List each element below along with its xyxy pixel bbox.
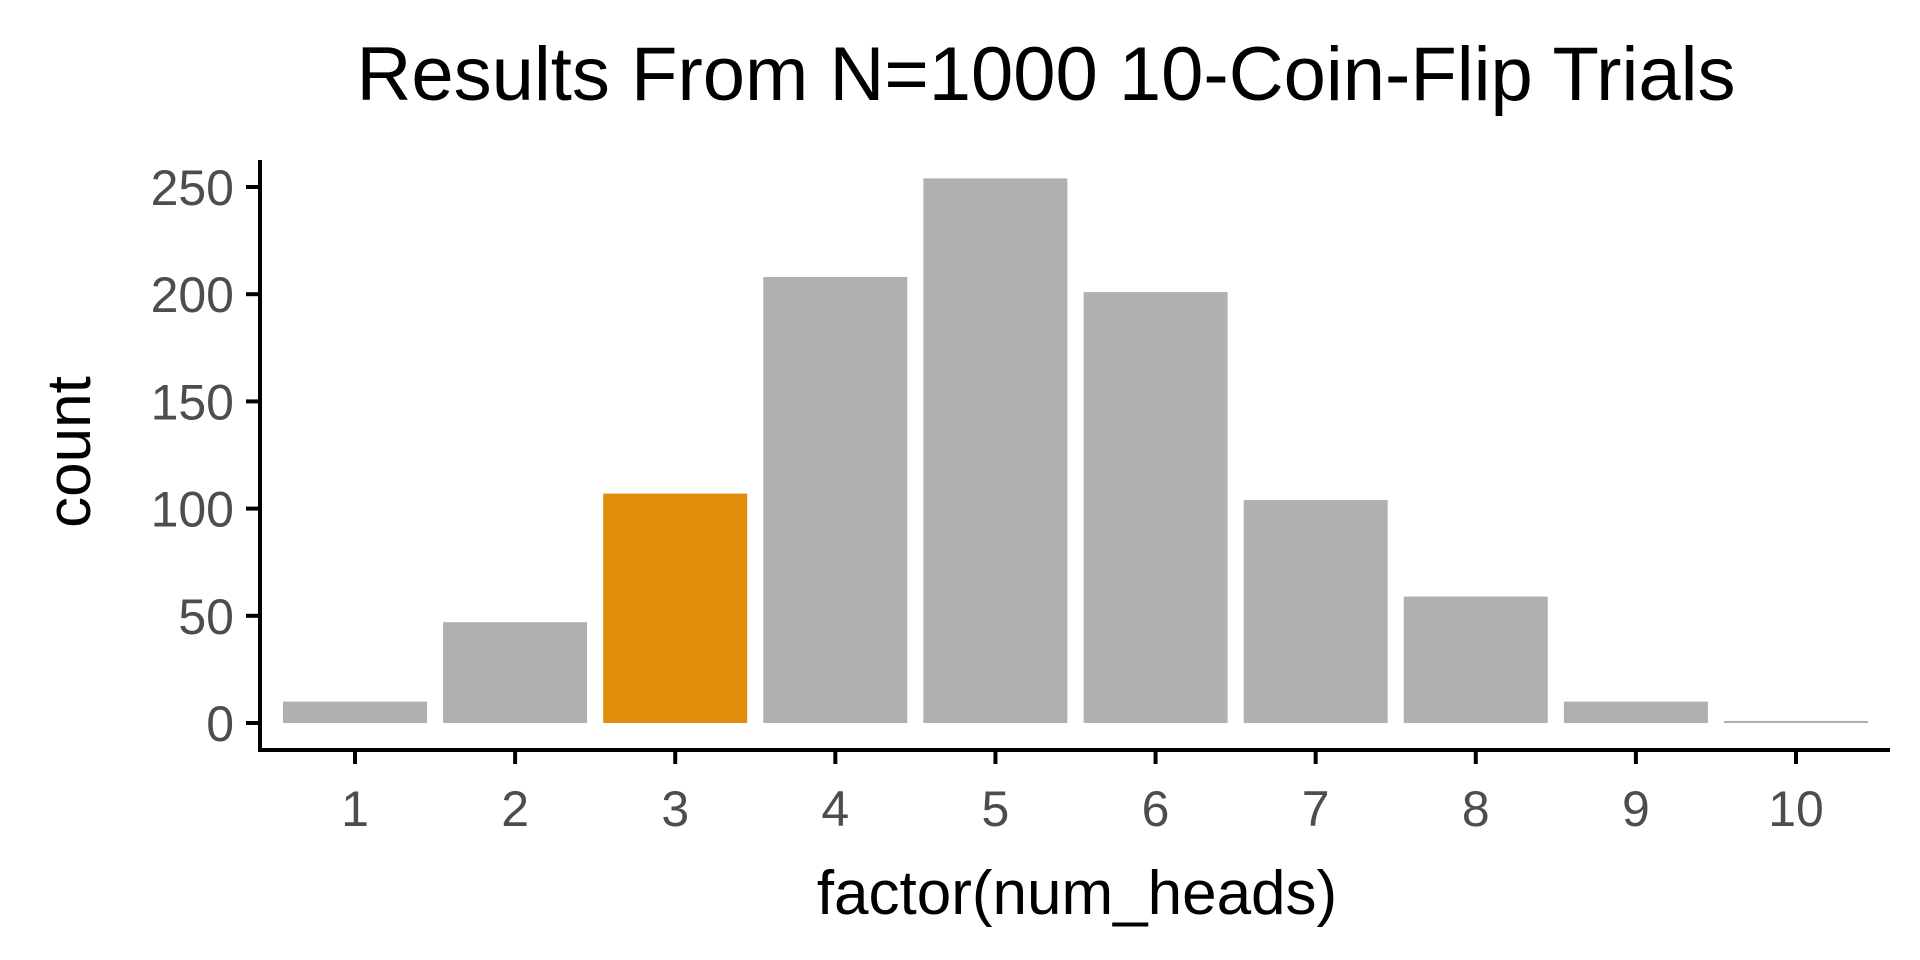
x-tick-label-5: 5 [982, 781, 1010, 837]
x-tick-label-2: 2 [501, 781, 529, 837]
y-tick-label-150: 150 [151, 374, 234, 430]
y-tick-label-100: 100 [151, 482, 234, 538]
bar-2 [443, 622, 588, 723]
y-tick-label-0: 0 [206, 696, 234, 752]
y-tick-label-200: 200 [151, 267, 234, 323]
x-tick-label-3: 3 [661, 781, 689, 837]
x-axis-title: factor(num_heads) [817, 859, 1337, 928]
x-tick-label-10: 10 [1768, 781, 1824, 837]
bar-7 [1243, 500, 1388, 723]
y-tick-label-50: 50 [178, 589, 234, 645]
y-tick-label-250: 250 [151, 160, 234, 216]
x-tick-label-1: 1 [341, 781, 369, 837]
bar-5 [923, 178, 1068, 723]
y-axis: 0 50 100 150 200 250 [151, 160, 262, 752]
x-axis: 1 2 3 4 5 6 7 8 9 10 [258, 748, 1890, 837]
x-tick-label-7: 7 [1302, 781, 1330, 837]
bar-6 [1083, 292, 1228, 723]
bar-9 [1563, 701, 1708, 723]
x-tick-label-9: 9 [1622, 781, 1650, 837]
x-tick-label-8: 8 [1462, 781, 1490, 837]
y-axis-title: count [35, 376, 104, 528]
bar-1 [283, 701, 427, 723]
chart-title: Results From N=1000 10-Coin-Flip Trials [356, 32, 1735, 117]
bar-3 [603, 493, 748, 723]
bar-8 [1403, 596, 1548, 723]
bar-10 [1724, 720, 1868, 723]
bar-4 [763, 277, 908, 723]
bars-group [283, 178, 1868, 723]
x-tick-label-4: 4 [821, 781, 849, 837]
x-tick-label-6: 6 [1142, 781, 1170, 837]
